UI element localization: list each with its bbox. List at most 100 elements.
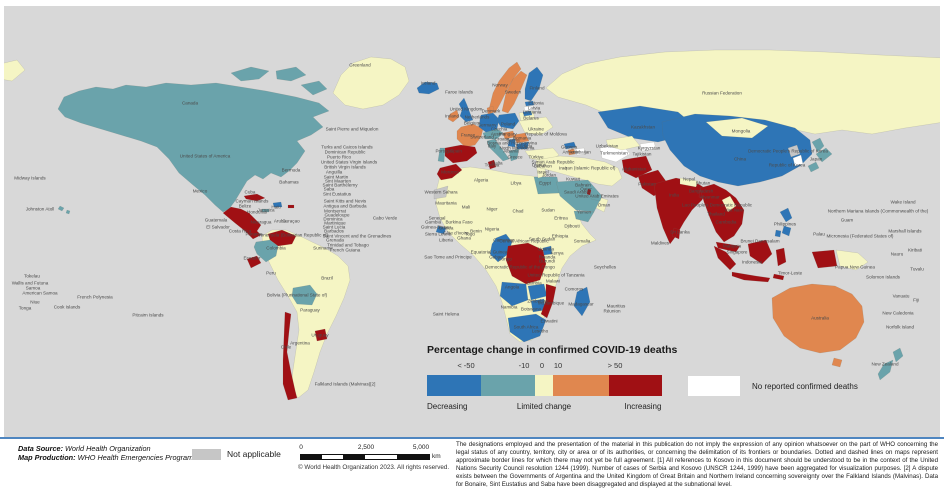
map-label: Tajikistan: [632, 151, 652, 157]
map-label: Liberia: [439, 237, 453, 243]
map-label: Indonesia: [742, 259, 762, 265]
map-label: Ghana: [457, 235, 471, 241]
map-label: Georgia: [560, 144, 578, 150]
map-label: Congo: [498, 256, 512, 262]
map-label: Brunei Darussalam: [740, 238, 780, 244]
map-label: Lesotho: [531, 328, 549, 334]
map-label: Jordan: [541, 172, 557, 178]
map-label: Djibouti: [564, 223, 580, 229]
map-label: Aruba: [273, 218, 287, 224]
map-label: Belgium: [463, 120, 481, 126]
map-label: Grenada: [326, 237, 344, 243]
map-label: Comoros: [564, 286, 584, 292]
region-alpine: [482, 128, 504, 140]
map-label: Cook Islands: [53, 304, 81, 310]
map-label: American Samoa: [22, 290, 58, 296]
region-australia: [771, 283, 865, 368]
scale-bar: [300, 454, 430, 460]
map-label: Lithuania: [522, 109, 542, 115]
map-label: Johnston Atoll: [25, 206, 55, 212]
map-label: Algeria: [473, 177, 489, 183]
map-label: Somalia: [573, 238, 591, 244]
map-label: Sint Maarten: [324, 178, 352, 184]
map-label: Malawi: [545, 278, 561, 284]
map-label: Vanuatu: [892, 293, 910, 299]
region-papua-new-guinea: [835, 249, 869, 271]
map-label: Saint Kitts and Nevis: [323, 198, 367, 204]
region-uzbekistan: [605, 135, 641, 151]
map-label: Myanmar: [700, 194, 720, 200]
map-label: Nepal: [682, 176, 696, 182]
region-indonesia: [713, 239, 838, 283]
map-label: Saba: [323, 186, 335, 192]
map-label: Mauritius: [606, 303, 626, 309]
region-mongolia: [705, 117, 769, 139]
map-label: Equatorial Guinea: [470, 249, 508, 255]
map-label: Portugal: [435, 148, 453, 154]
map-label: Cabo Verde: [372, 215, 398, 221]
map-label: French Polynesia: [77, 294, 113, 300]
map-label: Tuvalu: [910, 266, 924, 272]
map-production-value: WHO Health Emergencies Programme: [75, 453, 204, 462]
map-label: North Macedonia: [499, 145, 535, 151]
region-bolivia: [291, 284, 318, 306]
map-label: Martinique: [324, 220, 346, 226]
map-label: Costa Rica: [228, 228, 252, 234]
map-label: Australia: [811, 315, 829, 321]
map-label: Peru: [266, 270, 276, 276]
map-label: Eswatini: [540, 318, 558, 324]
map-label: Finland: [529, 85, 545, 91]
map-label: Benin: [470, 228, 482, 234]
map-label: Mauritania: [435, 200, 457, 206]
region-armenia: [567, 148, 576, 156]
map-label: United Republic of Tanzania: [527, 272, 585, 278]
region-spain: [444, 144, 478, 164]
map-label: Greece: [507, 154, 523, 160]
world-map: Canada United States of America Mexico Gree…: [0, 0, 944, 437]
map-label: United States Virgin Islands: [320, 159, 378, 165]
map-frame-top: [0, 0, 944, 6]
legend-tick: -10: [518, 361, 530, 370]
map-label: Japan: [809, 156, 823, 162]
scale-segment: [397, 455, 429, 459]
map-label: Sudan: [541, 207, 555, 213]
map-label: Viet Nam: [724, 207, 744, 213]
region-united-kingdom: [458, 97, 474, 123]
map-label: Democratic Republic of the Congo: [485, 264, 555, 270]
map-label: Israel: [537, 169, 549, 175]
not-applicable-label: Not applicable: [227, 449, 281, 459]
map-label: Egypt: [539, 180, 551, 186]
map-label: Burkina Faso: [445, 219, 473, 225]
region-south-america-base: [261, 229, 351, 399]
scale-tick: 2,500: [357, 444, 375, 451]
map-label: Brazil: [321, 275, 333, 281]
scale-segment: [322, 455, 343, 459]
map-label: Guinea: [438, 225, 454, 231]
map-label: Romania: [512, 135, 532, 141]
map-label: Cameroon: [493, 237, 515, 243]
map-label: Timor-Leste: [777, 270, 803, 276]
map-label: Haiti: [271, 204, 281, 210]
map-label: Syrian Arab Republic: [531, 159, 575, 165]
scale-unit: km: [432, 453, 441, 460]
map-label: Yemen: [576, 209, 592, 215]
scale-segment: [365, 455, 397, 459]
legend-swatch-limited: [535, 375, 553, 396]
map-label: Chile: [280, 344, 292, 350]
map-label: Cyprus: [531, 162, 547, 168]
region-dprk: [787, 144, 801, 158]
region-japan: [807, 137, 833, 173]
map-label: Montserrat: [324, 208, 346, 214]
map-label: Bhutan: [695, 180, 711, 186]
map-label: Honduras: [247, 209, 267, 215]
map-label: Dominica: [323, 216, 343, 222]
map-label: Tonga: [18, 305, 32, 311]
map-label: New Caledonia: [882, 310, 914, 316]
map-label: Armenia: [562, 149, 580, 155]
map-label: Sao Tome and Principe: [424, 254, 472, 260]
map-label: Norway: [492, 82, 508, 88]
region-nepal: [679, 177, 699, 188]
map-label: Zimbabwe: [527, 298, 549, 304]
region-france: [456, 123, 484, 148]
